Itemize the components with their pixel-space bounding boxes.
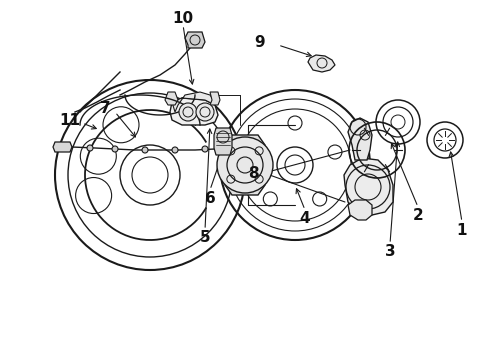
Polygon shape (308, 55, 335, 72)
Circle shape (202, 146, 208, 152)
Text: 8: 8 (247, 166, 258, 180)
Polygon shape (348, 118, 372, 160)
Circle shape (196, 103, 214, 121)
Text: 1: 1 (457, 222, 467, 238)
Polygon shape (172, 92, 215, 112)
Text: 2: 2 (413, 207, 423, 222)
Circle shape (217, 137, 273, 193)
Polygon shape (344, 158, 393, 215)
Text: 4: 4 (300, 211, 310, 225)
Text: 6: 6 (205, 190, 216, 206)
Polygon shape (348, 200, 372, 220)
Text: 11: 11 (59, 112, 80, 127)
Text: 7: 7 (99, 100, 110, 116)
Polygon shape (225, 135, 265, 195)
Polygon shape (210, 92, 220, 105)
Text: 5: 5 (200, 230, 210, 246)
Polygon shape (170, 98, 218, 125)
Circle shape (87, 145, 93, 151)
Text: 3: 3 (385, 244, 395, 260)
Circle shape (112, 146, 118, 152)
Polygon shape (214, 128, 232, 155)
Circle shape (179, 103, 197, 121)
Text: 10: 10 (172, 10, 194, 26)
Text: 9: 9 (255, 35, 265, 50)
Polygon shape (185, 32, 205, 48)
Circle shape (142, 147, 148, 153)
Circle shape (172, 147, 178, 153)
Polygon shape (165, 92, 178, 105)
Polygon shape (53, 142, 72, 152)
